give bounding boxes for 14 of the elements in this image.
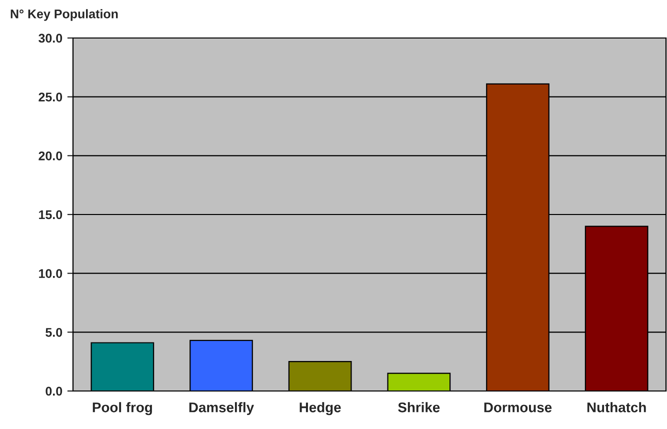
y-tick-label: 30.0 (38, 34, 62, 43)
x-tick-label: Hedge (300, 402, 341, 416)
y-tick-label: 5.0 (46, 328, 62, 337)
y-axis-title: N° Key Population (10, 9, 118, 21)
y-tick-label: 10.0 (39, 269, 62, 278)
x-tick-label: Damselfly (189, 402, 254, 416)
x-tick-label: Dormouse (484, 402, 552, 412)
x-tick-label: Nuthatch (587, 402, 646, 412)
x-tick-label: Pool frog (92, 402, 152, 416)
y-tick-label: 15.0 (39, 210, 62, 220)
y-tick-label: 25.0 (38, 92, 62, 102)
y-tick-label: 20.0 (38, 151, 62, 160)
x-tick-label: Shrike (398, 402, 440, 412)
y-tick-label: 0.0 (46, 386, 62, 396)
